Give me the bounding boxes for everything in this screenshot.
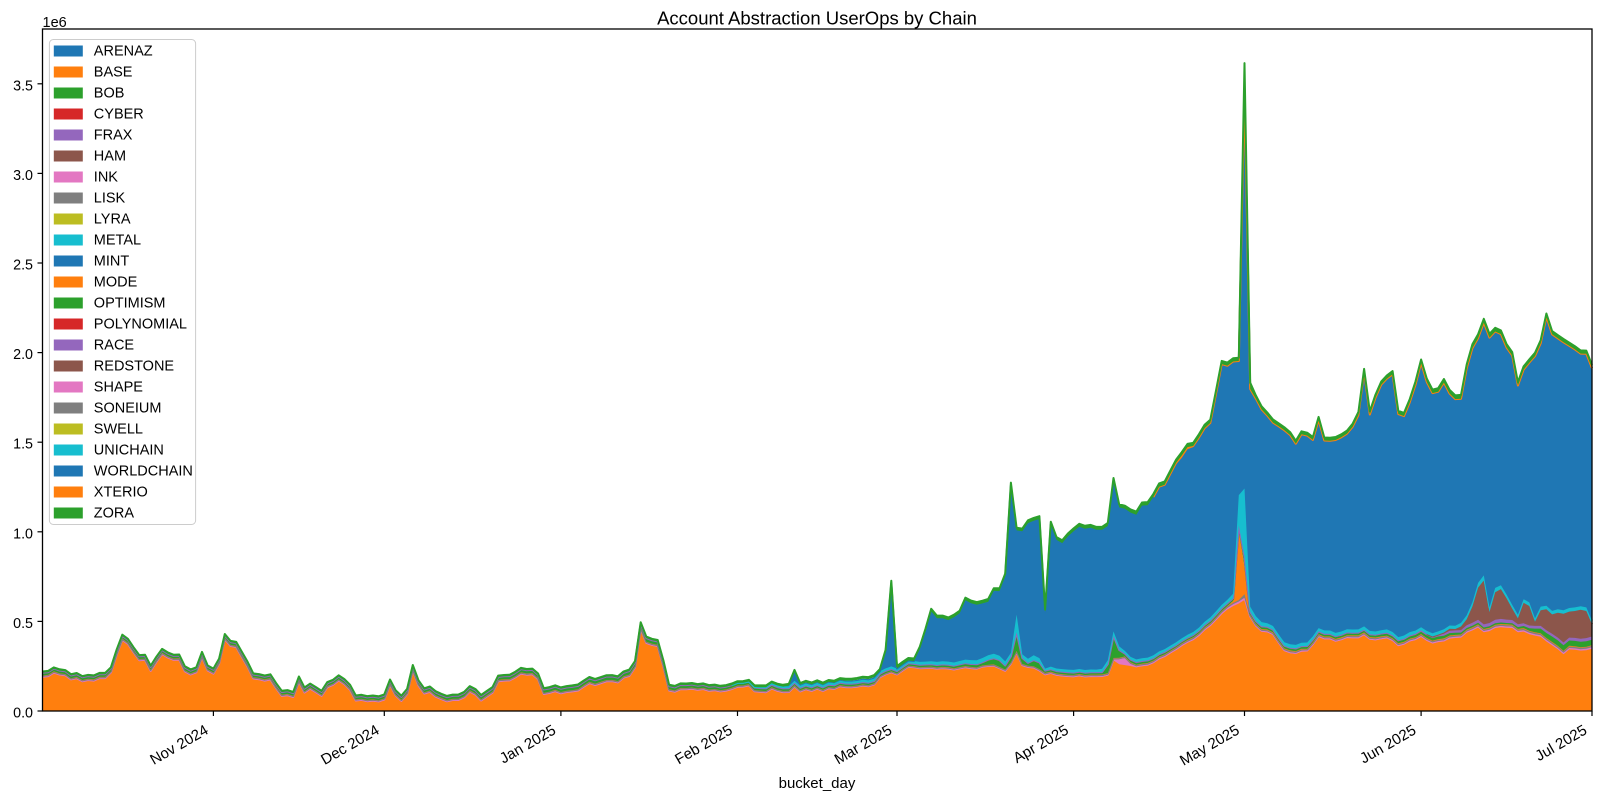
svg-text:3.5: 3.5 [13,78,33,94]
svg-text:SWELL: SWELL [94,422,143,438]
svg-text:SONEIUM: SONEIUM [94,401,162,417]
svg-text:0.5: 0.5 [13,616,33,632]
svg-text:REDSTONE: REDSTONE [94,359,175,375]
svg-text:ZORA: ZORA [94,506,135,522]
svg-text:OPTIMISM: OPTIMISM [94,296,166,312]
svg-text:MINT: MINT [94,254,130,270]
svg-text:2.5: 2.5 [13,258,33,274]
svg-text:1.0: 1.0 [13,526,33,542]
svg-text:3.0: 3.0 [13,168,33,184]
svg-text:POLYNOMIAL: POLYNOMIAL [94,317,187,333]
svg-text:METAL: METAL [94,233,141,249]
svg-text:LYRA: LYRA [94,212,131,228]
svg-text:Account Abstraction UserOps by: Account Abstraction UserOps by Chain [657,8,977,29]
svg-text:CYBER: CYBER [94,107,144,123]
svg-text:FRAX: FRAX [94,128,133,144]
svg-text:BOB: BOB [94,86,125,102]
svg-text:BASE: BASE [94,65,133,81]
svg-text:1e6: 1e6 [43,15,67,31]
svg-text:RACE: RACE [94,338,135,354]
svg-text:MODE: MODE [94,275,138,291]
svg-text:ARENAZ: ARENAZ [94,44,153,60]
svg-text:1.5: 1.5 [13,437,33,453]
svg-text:bucket_day: bucket_day [779,775,856,792]
svg-text:UNICHAIN: UNICHAIN [94,443,164,459]
svg-text:XTERIO: XTERIO [94,485,148,501]
svg-text:WORLDCHAIN: WORLDCHAIN [94,464,193,480]
svg-text:LISK: LISK [94,191,126,207]
svg-text:HAM: HAM [94,149,126,165]
svg-text:INK: INK [94,170,119,186]
svg-text:2.0: 2.0 [13,347,33,363]
svg-text:SHAPE: SHAPE [94,380,143,396]
svg-text:0.0: 0.0 [13,706,33,722]
